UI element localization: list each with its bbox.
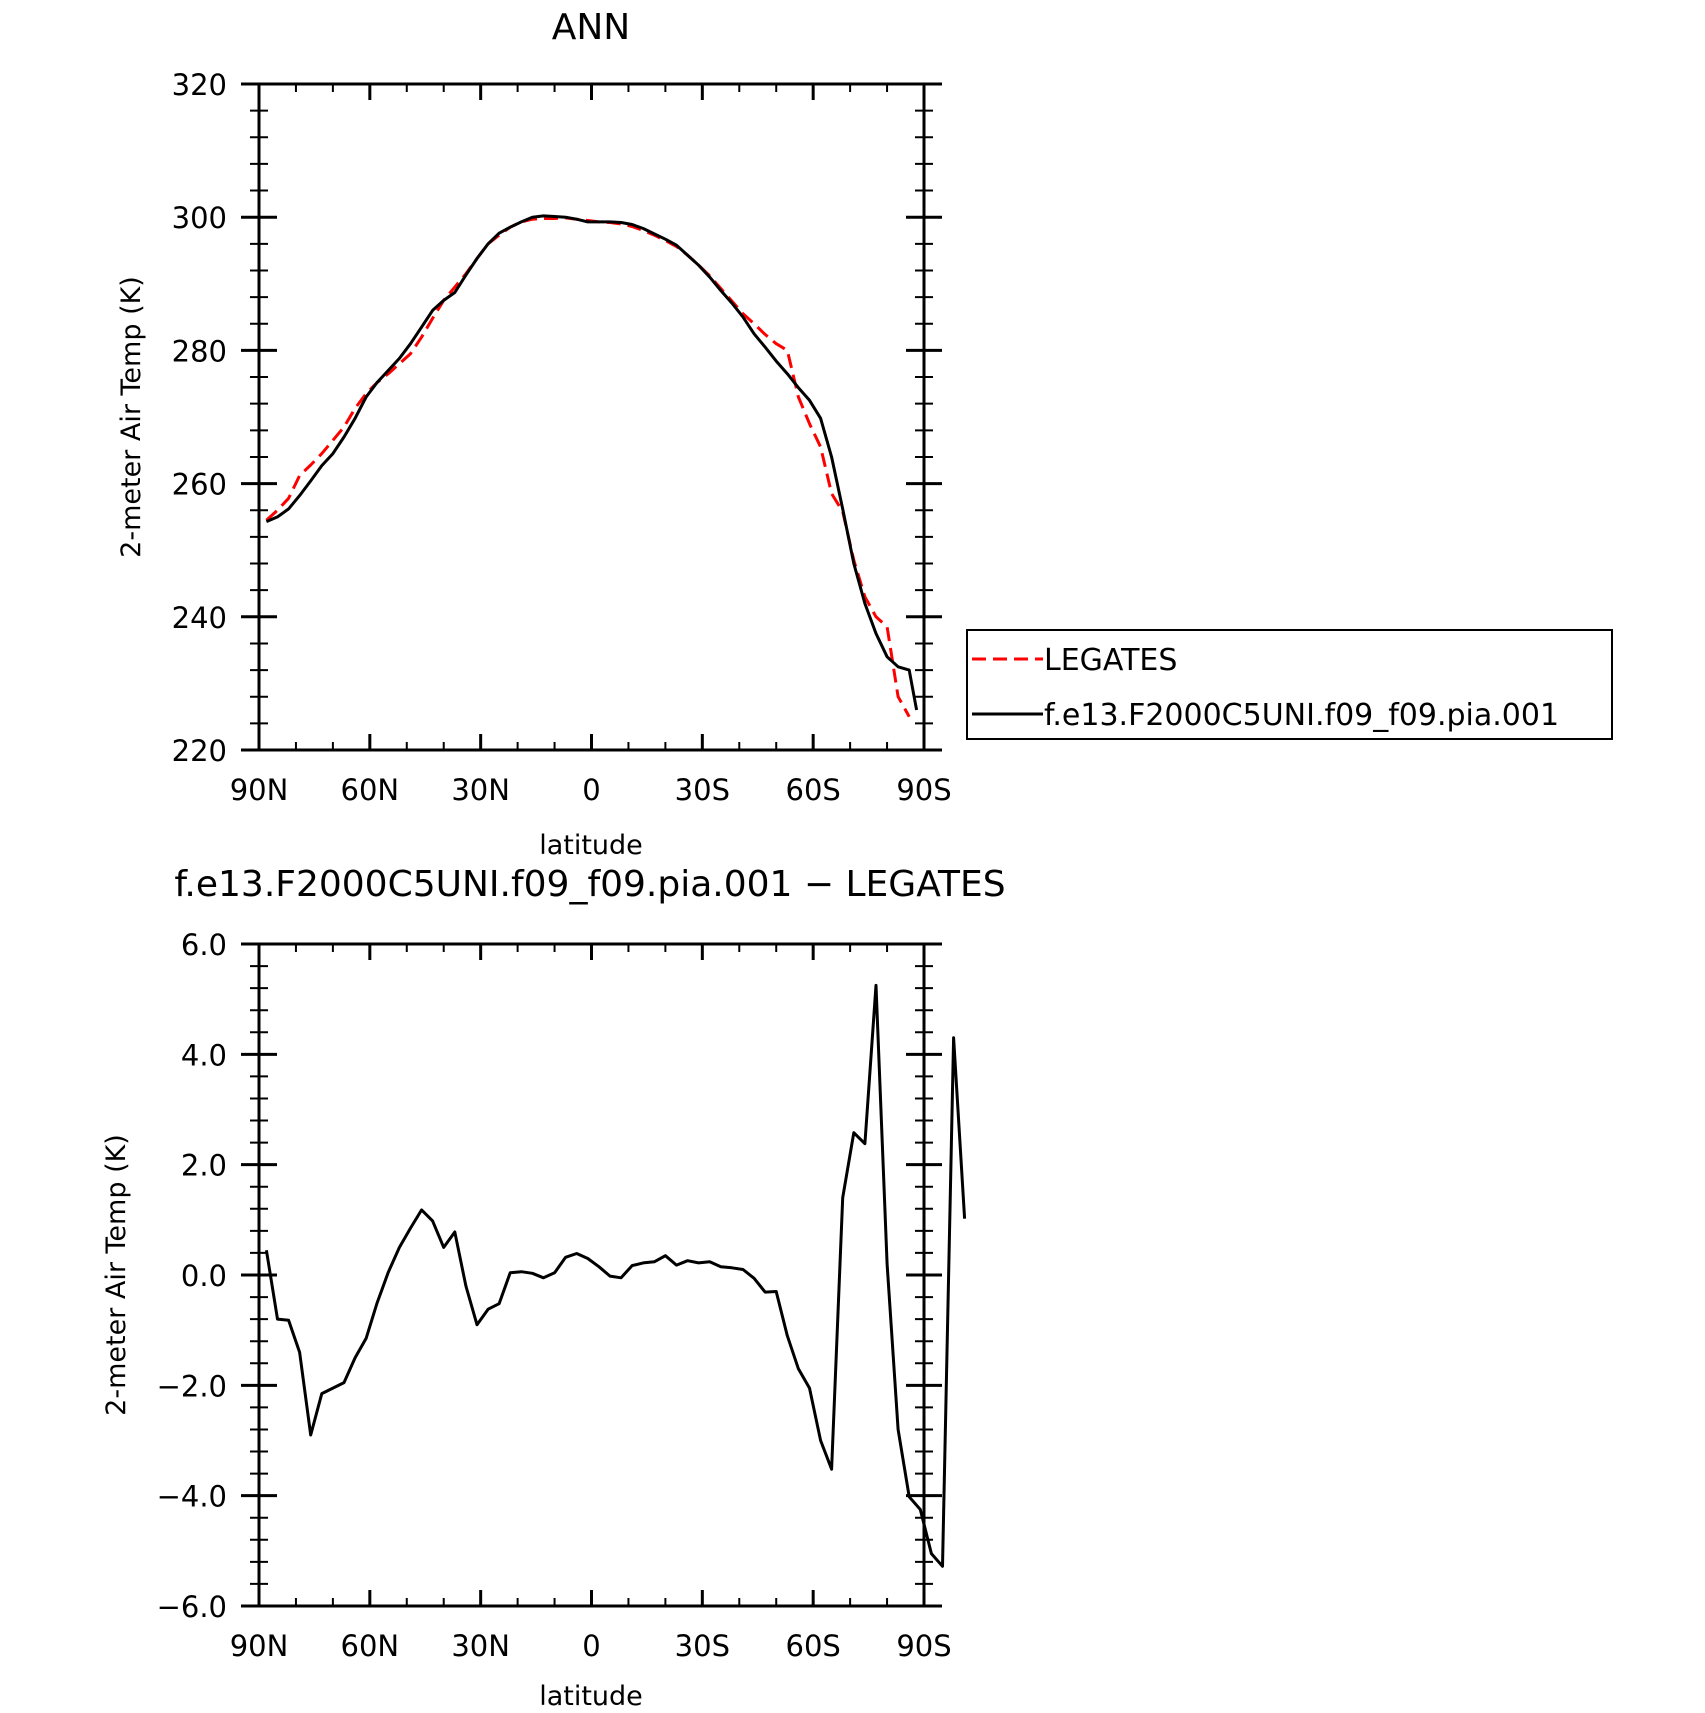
x-tick-label: 30S (675, 1629, 730, 1663)
x-tick-label: 30S (675, 773, 730, 807)
bottom-chart-y-axis-label: 2-meter Air Temp (K) (101, 1134, 132, 1416)
x-tick-label: 60S (786, 1629, 841, 1663)
bottom-chart-x-axis-label: latitude (539, 1681, 643, 1712)
y-tick-label: 4.0 (181, 1038, 227, 1072)
y-tick-label: 300 (172, 201, 227, 235)
y-tick-label: 260 (172, 468, 227, 502)
legend-label-model: f.e13.F2000C5UNI.f09_f09.pia.001 (1044, 698, 1559, 733)
y-tick-label: 2.0 (181, 1149, 227, 1183)
top-chart-series-group (265, 214, 919, 718)
y-tick-label: −6.0 (157, 1590, 227, 1624)
top-chart-x-tick-labels: 90N 60N 30N 0 30S 60S 90S (230, 773, 952, 807)
x-tick-label: 30N (451, 773, 510, 807)
top-chart-y-axis-label: 2-meter Air Temp (K) (116, 276, 147, 558)
bottom-chart-panel: f.e13.F2000C5UNI.f09_f09.pia.001 − LEGAT… (101, 864, 1006, 1712)
bottom-chart-plot-area (241, 942, 967, 1608)
bottom-chart-series-group (264, 983, 967, 1568)
legend-label-legates: LEGATES (1044, 643, 1177, 678)
top-chart-y-tick-labels: 220 240 260 280 300 320 (172, 68, 227, 768)
top-series-line-f-e13-f2000c5uni-f09-f09-pia-001 (265, 214, 919, 711)
bottom-series-line-difference (264, 983, 967, 1568)
x-tick-label: 0 (582, 773, 600, 807)
x-tick-label: 90S (896, 773, 951, 807)
y-tick-label: 240 (172, 601, 227, 635)
top-chart-plot-area (241, 82, 942, 752)
x-tick-label: 30N (451, 1629, 510, 1663)
x-tick-label: 90N (230, 773, 289, 807)
top-chart-frame (257, 82, 926, 752)
x-tick-label: 90S (896, 1629, 951, 1663)
x-tick-label: 60N (341, 1629, 400, 1663)
x-tick-label: 0 (582, 1629, 600, 1663)
bottom-chart-y-tick-labels: −6.0 −4.0 −2.0 0.0 2.0 4.0 6.0 (157, 928, 227, 1624)
bottom-chart-frame (257, 942, 926, 1608)
top-chart-x-axis-label: latitude (539, 830, 643, 861)
y-tick-label: −4.0 (157, 1480, 227, 1514)
y-tick-label: 280 (172, 334, 227, 368)
y-tick-label: 6.0 (181, 928, 227, 962)
x-tick-label: 60N (341, 773, 400, 807)
y-tick-label: 320 (172, 68, 227, 102)
top-chart-title: ANN (552, 7, 631, 48)
y-tick-label: −2.0 (157, 1369, 227, 1403)
y-tick-label: 220 (172, 734, 227, 768)
legend-box (966, 629, 1613, 740)
top-chart-panel: ANN 90N 60N 30N 0 30S 60S 90S 220 240 260 280 300 3… (116, 7, 1613, 861)
x-tick-label: 90N (230, 1629, 289, 1663)
x-tick-label: 60S (786, 773, 841, 807)
bottom-chart-x-tick-labels: 90N 60N 30N 0 30S 60S 90S (230, 1629, 952, 1663)
y-tick-label: 0.0 (181, 1259, 227, 1293)
legend: LEGATES f.e13.F2000C5UNI.f09_f09.pia.001 (966, 629, 1613, 740)
bottom-chart-title: f.e13.F2000C5UNI.f09_f09.pia.001 − LEGAT… (174, 864, 1005, 905)
